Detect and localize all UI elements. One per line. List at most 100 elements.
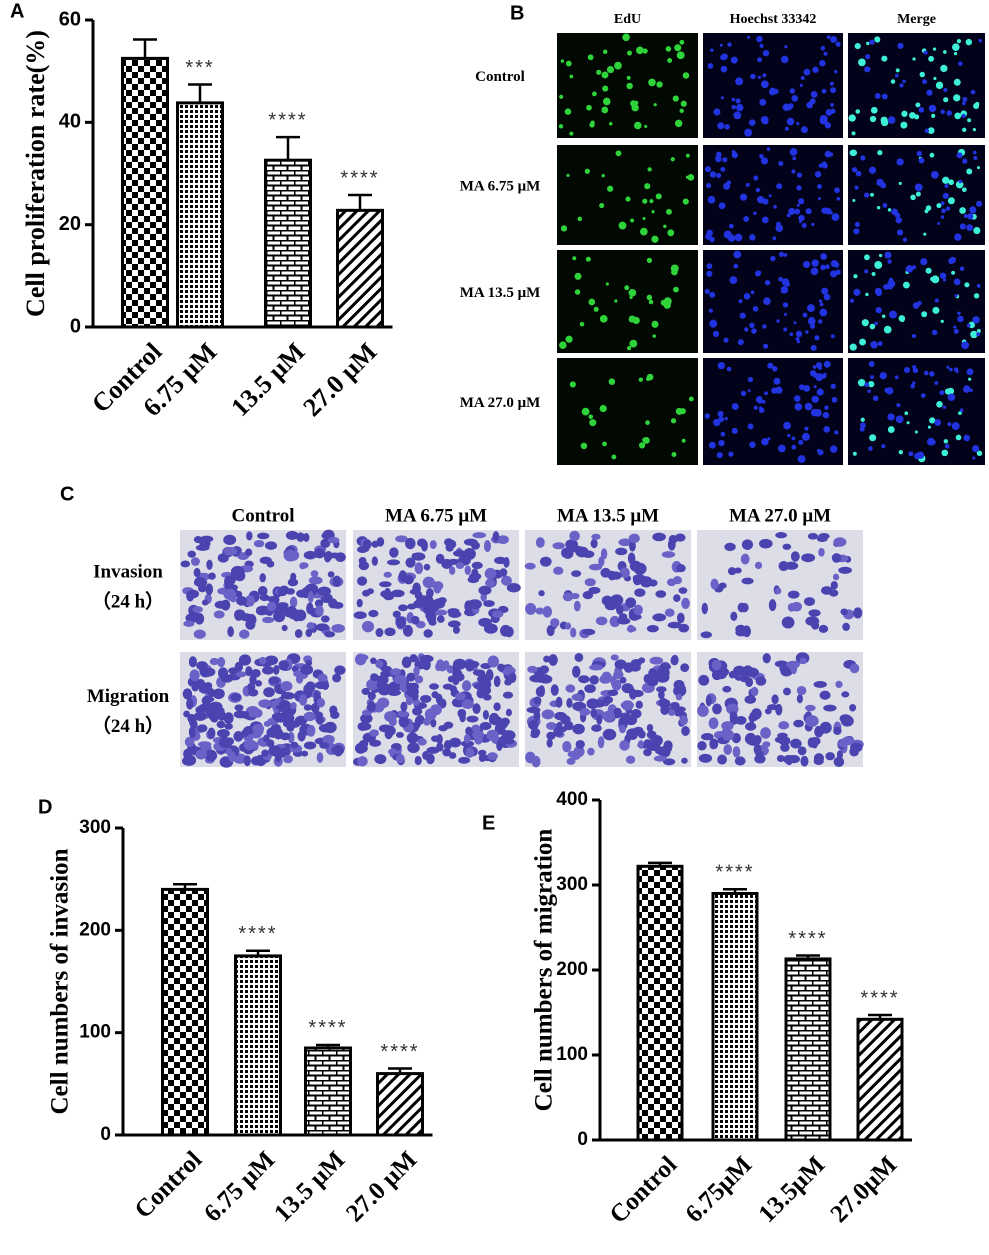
cell <box>923 50 928 55</box>
cell <box>962 127 967 132</box>
cell <box>830 581 838 590</box>
cell <box>501 575 512 586</box>
cell <box>639 227 648 236</box>
cell <box>849 704 857 712</box>
cell <box>626 50 632 56</box>
cell <box>718 202 726 210</box>
cell <box>884 251 892 259</box>
cell <box>550 684 559 696</box>
cell <box>958 179 963 184</box>
cell <box>257 532 270 540</box>
cell <box>680 100 687 107</box>
cell <box>749 234 756 241</box>
cell <box>959 207 966 214</box>
cell <box>750 686 759 697</box>
cell <box>789 332 794 337</box>
cell <box>787 433 791 438</box>
cell <box>467 576 480 584</box>
cell <box>589 675 599 685</box>
cell <box>327 571 335 578</box>
cell <box>760 157 769 165</box>
column-label: Hoechst 33342 <box>730 12 817 27</box>
cell <box>233 731 244 742</box>
cell <box>618 613 628 621</box>
cell <box>646 724 654 732</box>
cell <box>618 538 632 547</box>
cell <box>780 667 793 677</box>
y-tick-label: 100 <box>79 1022 111 1043</box>
cell <box>969 206 977 214</box>
cell <box>303 704 312 711</box>
cell <box>853 607 863 619</box>
cell <box>360 744 368 753</box>
cell <box>602 97 611 106</box>
cell <box>943 50 947 54</box>
cell <box>198 583 207 593</box>
cell <box>722 685 732 693</box>
cell <box>285 588 296 595</box>
bar <box>161 887 209 1137</box>
cell <box>263 720 272 727</box>
cell <box>739 193 748 201</box>
cell <box>930 276 935 282</box>
cell <box>223 712 234 724</box>
cell <box>257 585 268 596</box>
cell <box>761 437 769 446</box>
cell <box>835 269 841 275</box>
cell <box>705 695 712 707</box>
cell <box>817 196 821 200</box>
cell <box>830 334 835 339</box>
cell <box>626 82 633 90</box>
cell <box>599 314 608 323</box>
cell <box>742 665 754 677</box>
cell <box>716 172 722 178</box>
cell <box>614 61 622 70</box>
cell <box>887 116 896 124</box>
cell <box>723 337 729 343</box>
cell <box>707 63 714 69</box>
cell <box>743 216 750 222</box>
cell <box>588 563 603 571</box>
y-tick-label: 300 <box>556 874 588 895</box>
cell <box>661 551 676 558</box>
cell <box>605 282 609 286</box>
cell <box>299 562 309 569</box>
cell <box>195 749 208 760</box>
cell <box>652 532 666 542</box>
x-tick-label: 27.0μM <box>826 1151 903 1228</box>
cell <box>258 656 267 665</box>
cell <box>663 224 667 229</box>
cell <box>477 673 492 685</box>
cell <box>954 294 958 298</box>
cell <box>712 330 720 338</box>
cell <box>602 695 613 704</box>
cell <box>958 411 962 415</box>
cell <box>194 612 205 625</box>
cell <box>783 421 791 430</box>
bar <box>376 1072 424 1137</box>
cell <box>898 181 902 185</box>
cell <box>803 384 811 392</box>
cell <box>807 304 815 313</box>
cell <box>487 752 498 760</box>
cell <box>655 193 662 200</box>
cell <box>784 561 799 570</box>
cell <box>929 417 936 424</box>
cell <box>745 182 750 187</box>
cell <box>234 704 244 712</box>
cell <box>303 550 317 560</box>
cell <box>855 109 861 114</box>
cell <box>601 595 613 606</box>
cell <box>429 683 439 690</box>
cell <box>773 205 777 209</box>
cell <box>712 703 722 715</box>
cell <box>813 681 827 688</box>
cell <box>651 210 655 214</box>
cell <box>726 703 739 715</box>
x-tick-label: 13.5μM <box>754 1151 831 1228</box>
cell <box>733 665 746 676</box>
cell <box>859 338 866 346</box>
cell <box>573 600 581 612</box>
cell <box>613 670 624 680</box>
cell <box>976 166 981 170</box>
